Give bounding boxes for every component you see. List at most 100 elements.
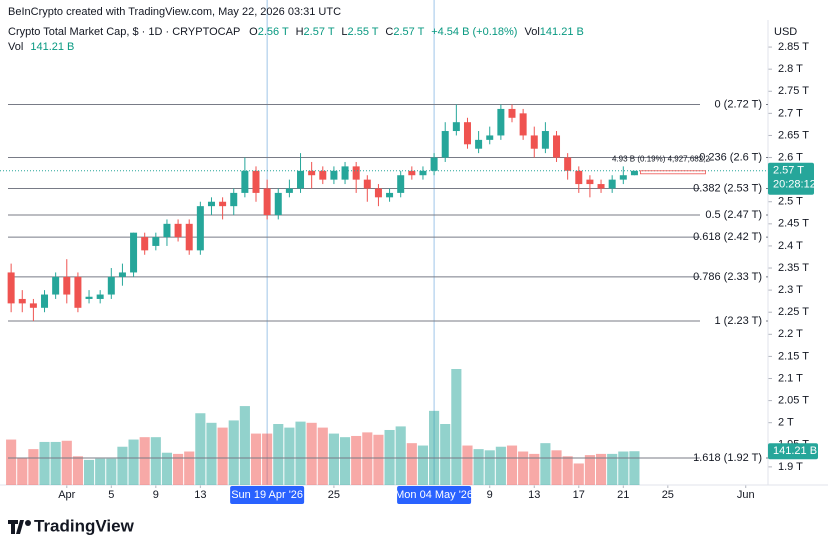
annotation: 4.93 B (0.19%) 4,927,682,2 [612, 155, 710, 164]
volume-bar [573, 463, 584, 485]
x-tick-label: 25 [328, 489, 340, 501]
candle-body [530, 135, 538, 149]
candle-body [352, 166, 360, 180]
h-value: 2.57 T [304, 26, 335, 38]
volume-bar [562, 456, 573, 485]
candle-body [52, 276, 60, 295]
candle-body [452, 122, 460, 132]
candle-body [419, 170, 427, 176]
candle-body [18, 298, 26, 304]
l-value: 2.55 T [348, 26, 379, 38]
y-tick-label: 2 T [778, 417, 794, 429]
candle-body [7, 272, 15, 304]
volume-bar [306, 422, 317, 485]
volume-bar [117, 446, 128, 485]
fib-label-bg [700, 97, 766, 112]
volume-bar [139, 437, 150, 485]
candle-body [308, 170, 316, 176]
fib-label-bg [700, 207, 766, 222]
volume-bar [106, 458, 117, 485]
candle-body [230, 192, 238, 207]
volume-bar [440, 424, 451, 485]
volume-bar [250, 433, 262, 485]
candle-body [475, 139, 483, 149]
candle-body [263, 188, 271, 215]
volume-bar [217, 427, 228, 485]
candle-body [130, 232, 138, 273]
candle-body [297, 170, 305, 189]
projection [640, 170, 706, 175]
volume-bar [373, 434, 384, 485]
volume-bar [362, 432, 373, 485]
candle-body [330, 170, 338, 180]
fib-label-bg [700, 230, 766, 245]
candle-body [553, 135, 561, 158]
vol-label: Vol [525, 26, 540, 38]
credit: BeInCrypto created with TradingView.com,… [8, 6, 341, 18]
volume-tag-label: 141.21 B [773, 445, 817, 457]
candle-body [619, 175, 627, 180]
y-tick-label: 2.05 T [778, 395, 809, 407]
x-tick-label: 21 [617, 489, 629, 501]
fib-label-bg [700, 181, 766, 196]
candle-body [41, 294, 49, 308]
volume-bar [484, 450, 495, 485]
currency: USD [774, 26, 797, 38]
price-tag-label: 2.57 T [773, 165, 804, 177]
volume-bar [128, 439, 139, 485]
volume-bar [384, 429, 395, 485]
candle-body [441, 131, 449, 158]
y-tick-label: 2.65 T [778, 129, 809, 141]
x-tick-label: 17 [573, 489, 585, 501]
logo: TradingView [8, 516, 135, 535]
candle-body [374, 188, 382, 198]
y-tick-label: 2.45 T [778, 218, 809, 230]
x-tick-label: 13 [194, 489, 206, 501]
candle-body [408, 170, 416, 176]
volume-bar [6, 439, 17, 485]
x-tick-label: Sun 19 Apr '26 [231, 489, 303, 501]
volume-bar [284, 427, 295, 485]
volume-bar [473, 449, 484, 485]
volume-bar [39, 441, 50, 485]
candle-body [319, 170, 327, 180]
candle-body [63, 276, 71, 295]
volume-bar [184, 451, 195, 485]
candle-body [541, 131, 549, 149]
volume-bar [395, 426, 406, 485]
volume-bar [328, 433, 339, 485]
volume-bar [61, 440, 72, 485]
fib-label-bg [700, 150, 766, 165]
volume-bar [551, 450, 562, 485]
logo-dot [25, 520, 31, 526]
volume-bar [417, 445, 429, 485]
volume-bar [195, 413, 206, 485]
y-tick-label: 2.25 T [778, 306, 809, 318]
volume-bar [518, 451, 529, 485]
o-value: 2.56 T [258, 26, 289, 38]
candle-body [497, 108, 505, 136]
l-label: L [341, 26, 347, 38]
volume-bar [206, 422, 217, 485]
fib-label: 0.5 (2.47 T) [705, 209, 762, 221]
candle-body [207, 201, 215, 207]
y-tick-label: 2.85 T [778, 41, 809, 53]
y-tick-label: 2.7 T [778, 107, 803, 119]
candle-body [196, 206, 204, 251]
symbol: Crypto Total Market Cap, $ · 1D · CRYPTO… [8, 26, 240, 38]
y-tick-label: 2.35 T [778, 262, 809, 274]
x-tick-label: 9 [487, 489, 493, 501]
price-tag [768, 162, 814, 195]
candle-body [163, 223, 171, 238]
candle-body [586, 179, 594, 185]
volume-bar [540, 443, 551, 485]
x-tick-label: 9 [153, 489, 159, 501]
volume-bar [28, 449, 39, 485]
volume-bar [462, 445, 473, 485]
y-tick-label: 2.75 T [778, 85, 809, 97]
x-tick-label: 25 [662, 489, 674, 501]
x-tick-label: 13 [528, 489, 540, 501]
c-value: 2.57 T [393, 26, 424, 38]
volume-tag [768, 443, 818, 460]
candle-body [597, 184, 605, 189]
